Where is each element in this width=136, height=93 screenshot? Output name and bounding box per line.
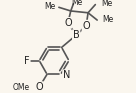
Text: O: O	[82, 21, 90, 31]
Text: OMe: OMe	[13, 83, 30, 92]
Text: N: N	[63, 70, 70, 80]
Text: Me: Me	[72, 0, 83, 7]
Text: O: O	[64, 18, 72, 28]
Text: Me: Me	[44, 2, 55, 11]
Text: Me: Me	[103, 15, 114, 24]
Text: F: F	[24, 56, 30, 66]
Text: O: O	[35, 82, 43, 92]
Text: Me: Me	[101, 0, 112, 8]
Text: B: B	[73, 30, 80, 40]
